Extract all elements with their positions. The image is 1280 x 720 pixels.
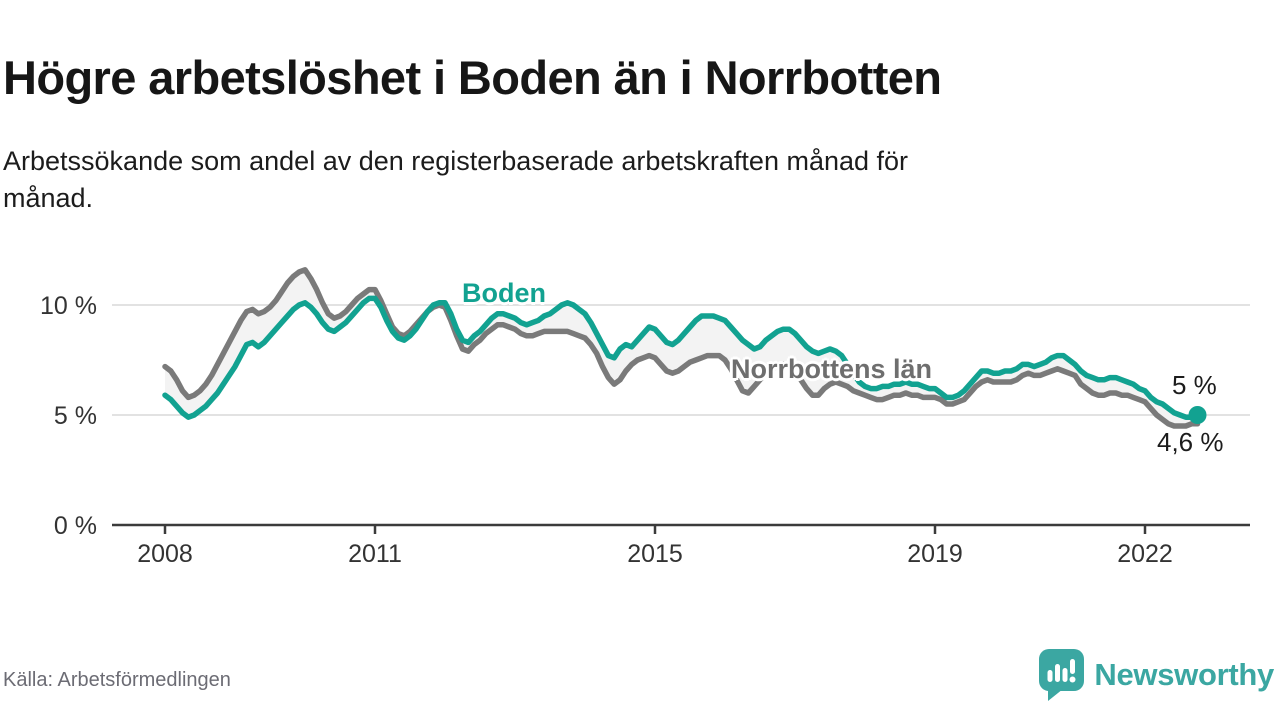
series-end-dot-boden bbox=[1188, 406, 1207, 424]
y-tick-label: 10 % bbox=[40, 292, 97, 320]
end-value-label-boden: 5 % bbox=[1172, 370, 1217, 400]
y-tick-label: 0 % bbox=[54, 512, 97, 540]
series-fill-between bbox=[165, 269, 1198, 426]
x-tick-label: 2008 bbox=[137, 540, 193, 568]
series-line-norrbotten bbox=[162, 267, 1201, 429]
source-note: Källa: Arbetsförmedlingen bbox=[3, 669, 231, 691]
newsworthy-wordmark: Newsworthy bbox=[1094, 657, 1274, 692]
newsworthy-logo-icon bbox=[1038, 649, 1085, 701]
newsworthy-brand: Newsworthy bbox=[1038, 649, 1274, 701]
y-tick-label: 5 % bbox=[54, 402, 97, 430]
end-value-label-norrbotten: 4,6 % bbox=[1157, 427, 1224, 457]
series-label-boden: Boden bbox=[462, 278, 546, 308]
page-title: Högre arbetslöshet i Boden än i Norrbott… bbox=[3, 51, 942, 105]
x-tick-label: 2015 bbox=[627, 540, 683, 568]
series-line-boden bbox=[162, 295, 1201, 420]
series-label-norrbotten: Norrbottens län bbox=[731, 354, 933, 384]
x-tick-label: 2022 bbox=[1117, 540, 1173, 568]
x-tick-label: 2011 bbox=[348, 540, 402, 568]
chart-subtitle: Arbetssökande som andel av den registerb… bbox=[3, 146, 909, 214]
x-tick-label: 2019 bbox=[907, 540, 963, 568]
